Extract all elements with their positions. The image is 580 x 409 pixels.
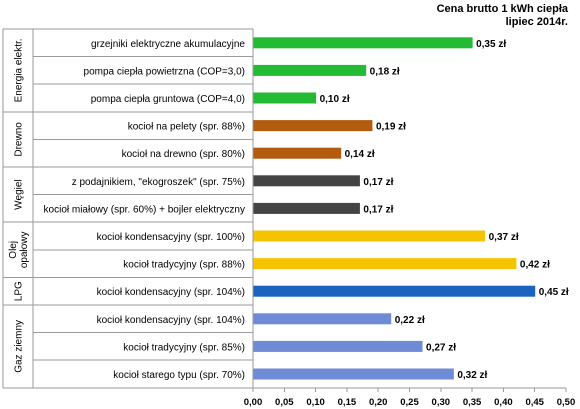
category-label: kocioł kondensacyjny (spr. 104%)	[97, 315, 245, 326]
category-label: kocioł kondensacyjny (spr. 100%)	[97, 232, 245, 243]
value-label: 0,17 zł	[363, 177, 393, 188]
category-label: grzejniki elektryczne akumulacyjne	[91, 39, 245, 50]
category-label: kocioł tradycyjny (spr. 85%)	[123, 342, 245, 353]
x-tick-label: 0,25	[400, 397, 419, 408]
value-label: 0,10 zł	[320, 94, 350, 105]
chart-title: Cena brutto 1 kWh ciepła	[436, 3, 568, 15]
group-label: LPG	[14, 281, 25, 301]
bar	[253, 368, 454, 380]
group-label: opałowy	[19, 231, 30, 268]
bar	[253, 92, 317, 104]
value-label: 0,37 zł	[489, 232, 519, 243]
group-label: Węgiel	[14, 179, 25, 210]
value-label: 0,27 zł	[426, 342, 456, 353]
category-label: pompa ciepła powietrzna (COP=3,0)	[84, 66, 245, 77]
group-label: Gaz ziemny	[14, 320, 25, 373]
bar	[253, 340, 423, 352]
value-label: 0,22 zł	[395, 315, 425, 326]
chart-subtitle: lipiec 2014r.	[505, 16, 568, 28]
value-label: 0,32 zł	[457, 370, 487, 381]
group-label: Olej	[8, 241, 19, 259]
category-label: kocioł kondensacyjny (spr. 104%)	[97, 287, 245, 298]
x-tick-label: 0,35	[463, 397, 482, 408]
category-label: z podajnikiem, "ekogroszek" (spr. 75%)	[72, 177, 245, 188]
x-tick-label: 0,10	[306, 397, 325, 408]
x-tick-label: 0,15	[338, 397, 357, 408]
bar	[253, 37, 473, 49]
value-label: 0,18 zł	[370, 66, 400, 77]
bar	[253, 120, 373, 132]
group-label: Energia elektr.	[14, 38, 25, 102]
bar	[253, 285, 536, 297]
bar	[253, 230, 486, 242]
value-label: 0,35 zł	[476, 39, 506, 50]
bar	[253, 147, 342, 159]
category-label: kocioł tradycyjny (spr. 88%)	[123, 260, 245, 271]
category-label: kocioł na pelety (spr. 88%)	[128, 122, 245, 133]
category-label: kocioł miałowy (spr. 60%) + bojler elekt…	[44, 204, 245, 215]
category-label: kocioł na drewno (spr. 80%)	[122, 149, 245, 160]
x-tick-label: 0,00	[244, 397, 263, 408]
x-tick-label: 0,30	[432, 397, 451, 408]
bar	[253, 175, 360, 187]
x-tick-label: 0,40	[494, 397, 513, 408]
bar	[253, 258, 517, 270]
x-tick-label: 0,45	[525, 397, 544, 408]
x-tick-label: 0,50	[557, 397, 576, 408]
bar	[253, 64, 367, 76]
value-label: 0,45 zł	[539, 287, 569, 298]
bar	[253, 202, 360, 214]
group-label: Drewno	[14, 122, 25, 157]
value-label: 0,17 zł	[363, 204, 393, 215]
value-label: 0,42 zł	[520, 260, 550, 271]
bar	[253, 313, 392, 325]
category-label: kocioł starego typu (spr. 70%)	[113, 370, 245, 381]
x-tick-label: 0,05	[275, 397, 294, 408]
category-label: pompa ciepła gruntowa (COP=4,0)	[91, 94, 245, 105]
value-label: 0,14 zł	[345, 149, 375, 160]
x-tick-label: 0,20	[369, 397, 388, 408]
value-label: 0,19 zł	[376, 122, 406, 133]
